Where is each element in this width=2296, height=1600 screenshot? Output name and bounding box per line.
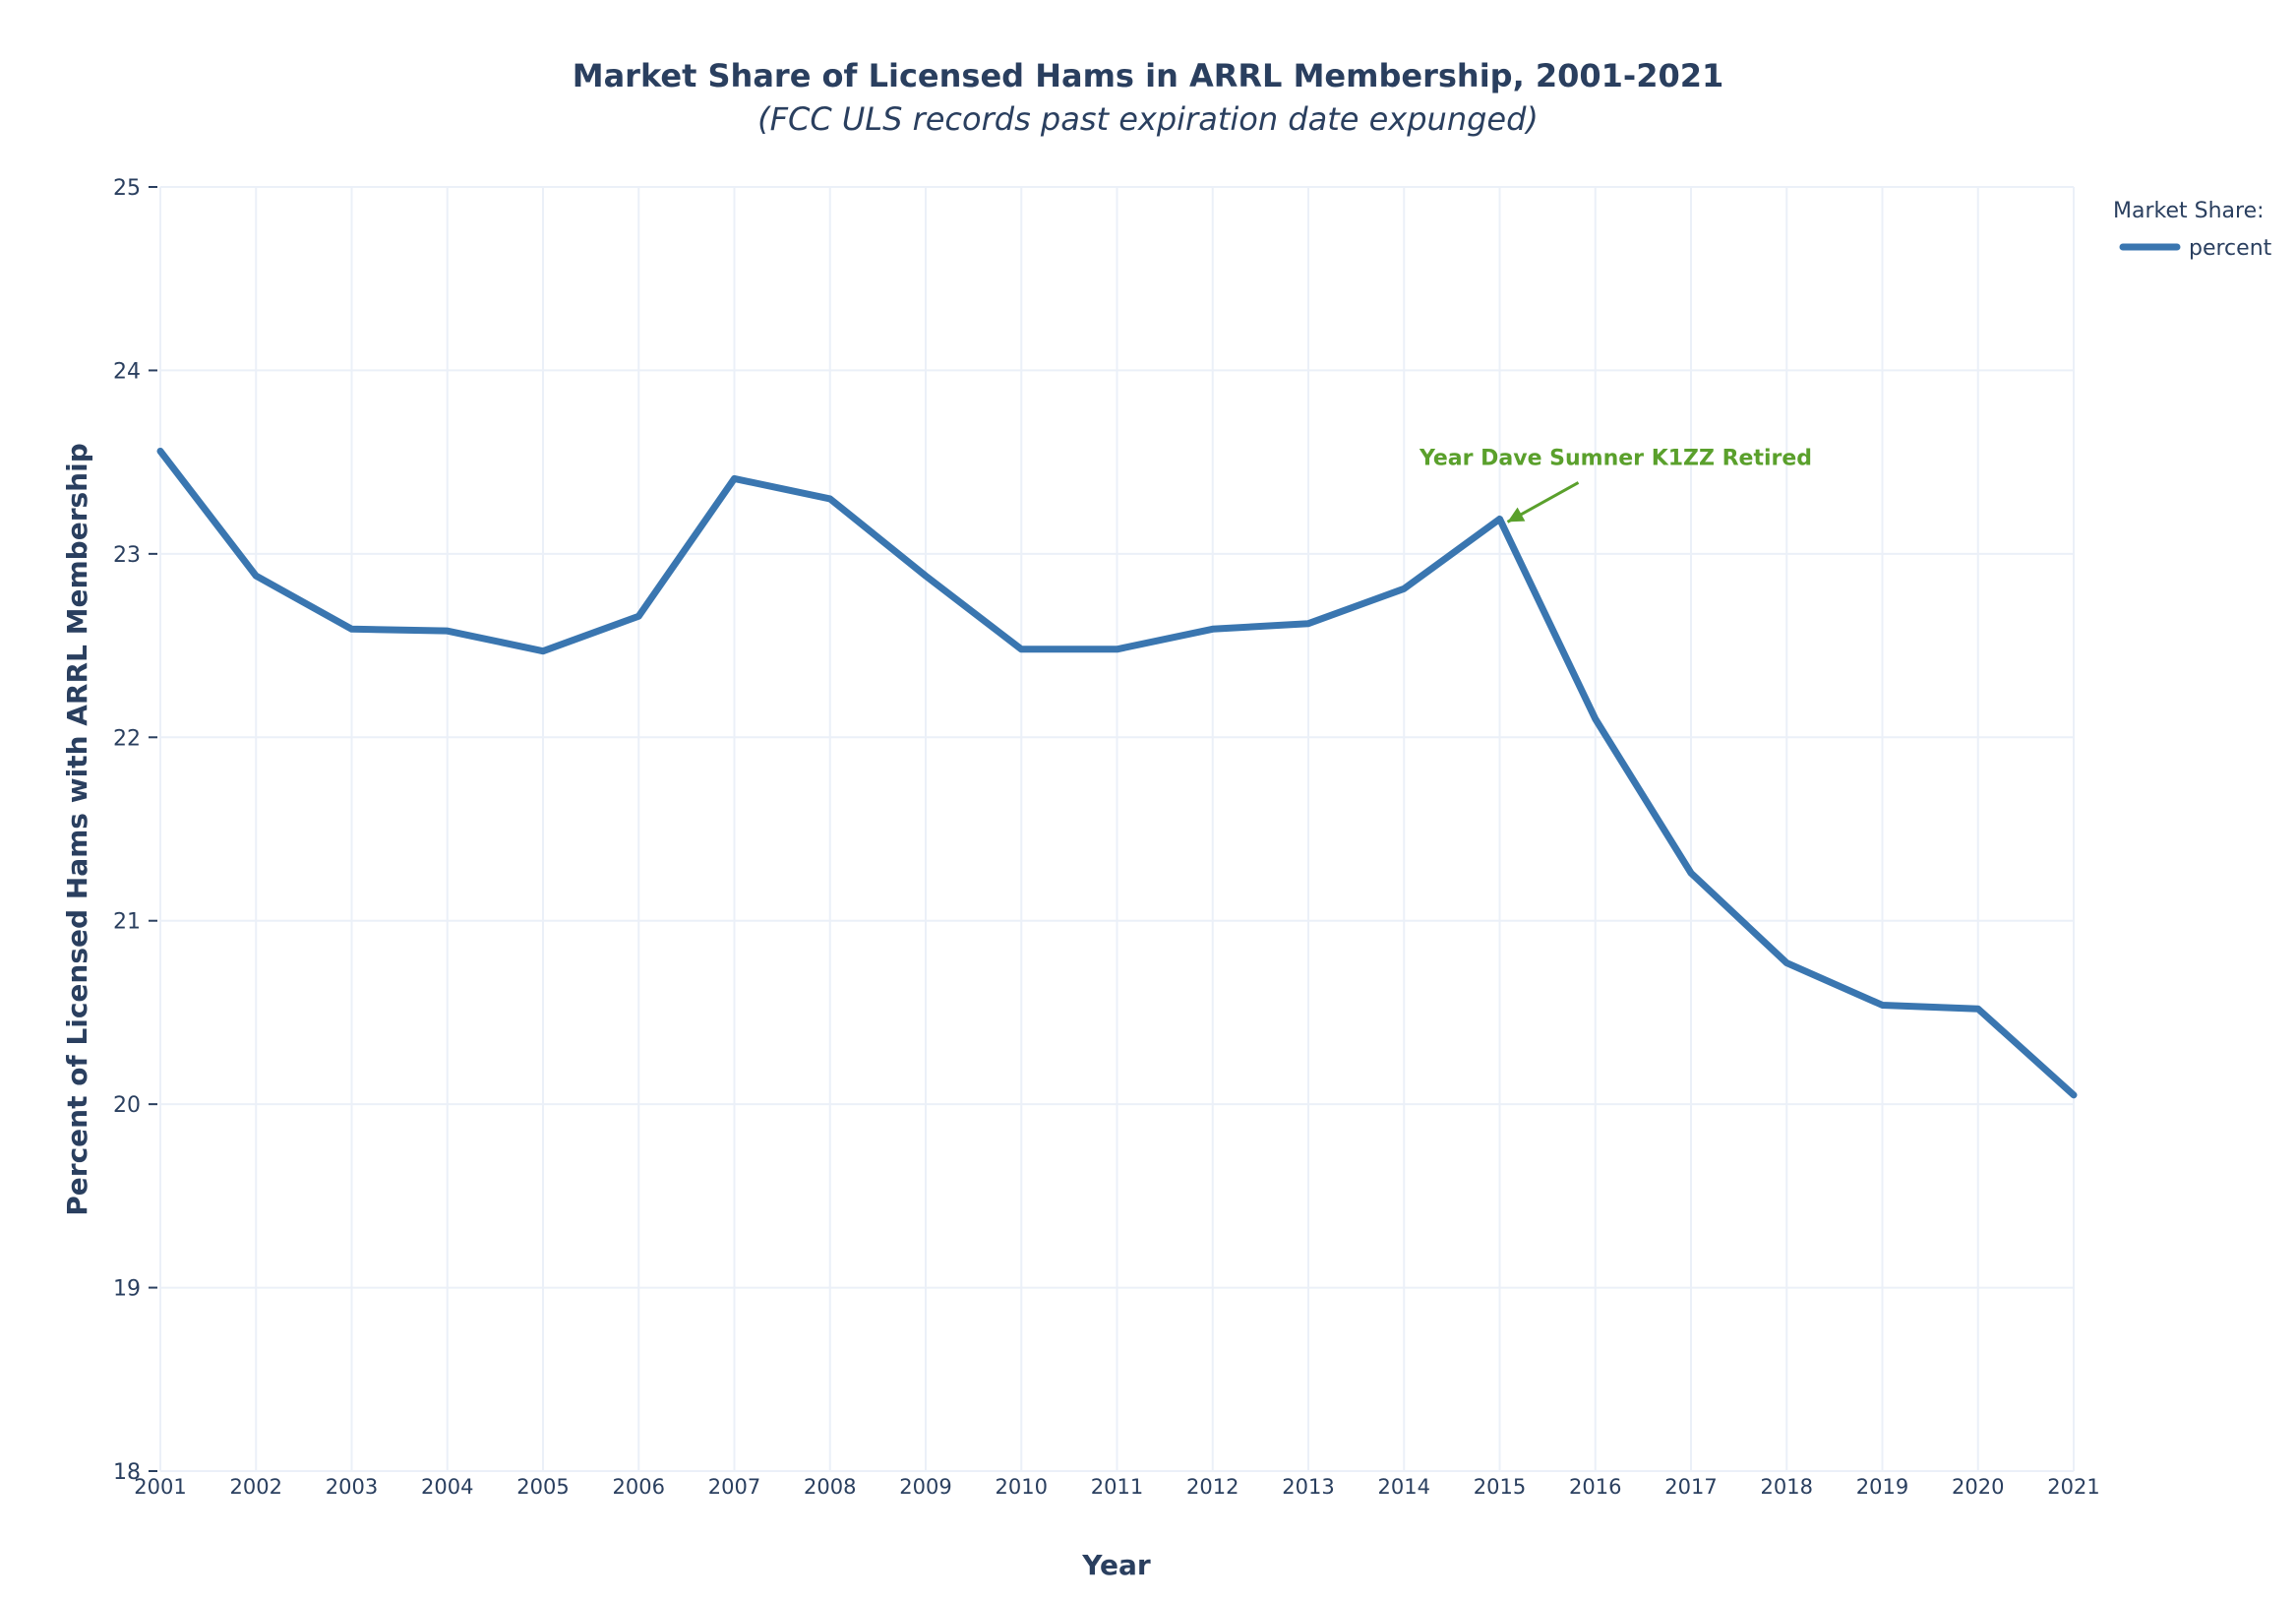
x-tick-label-2002: 2002: [230, 1475, 282, 1499]
x-tick-label-2013: 2013: [1282, 1475, 1334, 1499]
chart-subtitle: (FCC ULS records past expiration date ex…: [757, 100, 1539, 138]
x-tick-label-2021: 2021: [2047, 1475, 2099, 1499]
axes: 2001 2002 2003 2004 2005 2006 2007 2008 2009 2010…: [113, 176, 2100, 1499]
annotation-text: Year Dave Sumner K1ZZ Retired: [1419, 446, 1812, 470]
x-tick-label-2008: 2008: [804, 1475, 856, 1499]
legend-label-percent[interactable]: percent: [2189, 236, 2272, 261]
y-tick-label-19: 19: [113, 1277, 141, 1302]
x-tick-label-2003: 2003: [326, 1475, 378, 1499]
legend[interactable]: Market Share: percent: [2113, 199, 2272, 261]
data-point-2008[interactable]: [825, 494, 835, 504]
data-point-2001[interactable]: [155, 446, 165, 456]
x-tick-label-2004: 2004: [421, 1475, 473, 1499]
data-point-2004[interactable]: [443, 626, 453, 636]
data-point-2018[interactable]: [1782, 958, 1791, 968]
series-layer: [155, 446, 2079, 1100]
x-tick-label-2009: 2009: [899, 1475, 951, 1499]
y-tick-label-24: 24: [113, 359, 141, 384]
x-tick-label-2018: 2018: [1761, 1475, 1813, 1499]
x-tick-label-2017: 2017: [1664, 1475, 1717, 1499]
chart-title: Market Share of Licensed Hams in ARRL Me…: [573, 57, 1724, 94]
data-point-2013[interactable]: [1303, 619, 1313, 629]
x-tick-label-2011: 2011: [1091, 1475, 1143, 1499]
gridlines: [159, 186, 2075, 1472]
y-tick-label-18: 18: [113, 1460, 141, 1485]
data-point-2005[interactable]: [538, 646, 548, 656]
x-tick-label-2010: 2010: [996, 1475, 1048, 1499]
x-tick-label-2016: 2016: [1569, 1475, 1621, 1499]
series-line-percent[interactable]: [156, 447, 2078, 1099]
x-tick-label-2012: 2012: [1186, 1475, 1239, 1499]
data-point-2012[interactable]: [1208, 624, 1218, 634]
x-tick-label-2006: 2006: [613, 1475, 665, 1499]
data-point-2021[interactable]: [2069, 1090, 2079, 1100]
data-point-2003[interactable]: [347, 624, 357, 634]
x-tick-label-2014: 2014: [1378, 1475, 1430, 1499]
data-point-2007[interactable]: [730, 473, 740, 483]
y-tick-label-21: 21: [113, 910, 141, 935]
data-point-2009[interactable]: [921, 571, 931, 581]
y-tick-label-20: 20: [113, 1093, 141, 1118]
data-point-2014[interactable]: [1399, 584, 1409, 593]
data-point-2002[interactable]: [251, 571, 261, 581]
annotation-arrowhead: [1507, 507, 1526, 523]
data-point-2011[interactable]: [1113, 645, 1122, 654]
x-tick-label-2001: 2001: [134, 1475, 186, 1499]
data-point-2020[interactable]: [1973, 1004, 1983, 1014]
data-point-2006[interactable]: [634, 611, 643, 621]
y-tick-label-25: 25: [113, 176, 141, 201]
data-point-2010[interactable]: [1016, 645, 1026, 654]
x-tick-label-2007: 2007: [708, 1475, 760, 1499]
x-tick-label-2020: 2020: [1952, 1475, 2004, 1499]
annotation-layer: Year Dave Sumner K1ZZ Retired: [1419, 446, 1812, 523]
data-point-2015[interactable]: [1495, 514, 1505, 523]
legend-title: Market Share:: [2113, 199, 2265, 223]
x-tick-label-2015: 2015: [1474, 1475, 1526, 1499]
x-tick-label-2005: 2005: [516, 1475, 569, 1499]
y-tick-label-22: 22: [113, 726, 141, 751]
y-tick-label-23: 23: [113, 543, 141, 568]
data-point-2019[interactable]: [1878, 1000, 1888, 1010]
y-axis-title: Percent of Licensed Hams with ARRL Membe…: [61, 443, 93, 1216]
x-tick-label-2019: 2019: [1856, 1475, 1908, 1499]
x-axis-title: Year: [1081, 1549, 1151, 1581]
data-point-2017[interactable]: [1686, 868, 1696, 878]
data-point-2016[interactable]: [1591, 714, 1601, 724]
